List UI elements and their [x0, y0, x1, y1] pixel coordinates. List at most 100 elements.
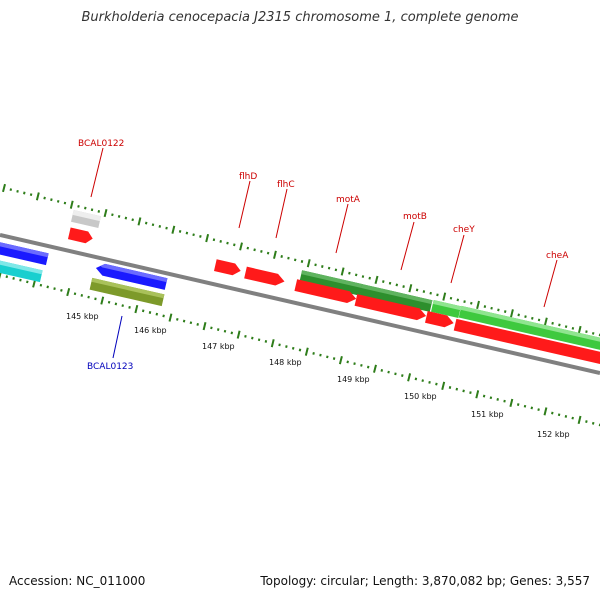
chey-pointer [450, 234, 465, 284]
gene-mota-green[interactable] [299, 270, 363, 296]
ring-tick [435, 382, 438, 386]
ring-tick [131, 218, 134, 222]
ring-tick [421, 379, 424, 383]
ring-tick [407, 373, 412, 382]
ring-tick [387, 370, 390, 374]
ring-tick [87, 295, 90, 299]
ring-tick [137, 217, 142, 226]
gene-red-small[interactable] [67, 227, 94, 244]
ring-tick [470, 301, 473, 305]
ring-tick [107, 300, 111, 304]
ring-tick [509, 398, 514, 407]
gene-bcal0122[interactable] [71, 210, 101, 228]
ring-tick [510, 309, 514, 318]
ring-tick [338, 356, 343, 365]
ring-tick [558, 323, 561, 327]
ring-tick [212, 238, 216, 242]
ring-tick [280, 255, 283, 258]
gene-blue-left[interactable] [0, 240, 49, 266]
gene-chea[interactable] [453, 318, 600, 368]
ring-tick [121, 304, 124, 308]
flhd-pointer [238, 180, 251, 229]
ring-tick [496, 398, 499, 401]
ring-tick [551, 321, 554, 325]
ring-tick [19, 278, 22, 282]
ring-tick [219, 240, 222, 243]
ring-tick [233, 243, 236, 247]
inner-tick-ring [0, 270, 600, 427]
ring-tick [428, 380, 431, 384]
ring-tick [490, 306, 493, 310]
ring-tick [151, 223, 155, 227]
gene-blue-reverse[interactable] [95, 262, 168, 290]
ring-tick [489, 396, 493, 400]
ring-tick [394, 372, 397, 376]
chea-pointer [543, 259, 558, 308]
ring-tick [304, 347, 309, 356]
ring-tick [591, 421, 595, 425]
ring-tick [300, 260, 304, 263]
ring-tick [564, 415, 568, 418]
gene-label-motb: motB [403, 212, 427, 222]
ring-tick [50, 198, 53, 202]
ring-tick [77, 204, 80, 208]
ring-tick [270, 339, 275, 348]
ring-tick [69, 200, 74, 209]
ring-tick [442, 292, 447, 301]
ring-tick [12, 276, 15, 280]
ring-tick [564, 325, 568, 329]
ring-tick [273, 250, 277, 259]
ring-tick [523, 404, 527, 408]
ring-tick [80, 294, 84, 297]
ring-tick [178, 230, 182, 233]
gene-label-mota: motA [336, 195, 361, 205]
ring-tick [537, 318, 541, 322]
ring-tick [168, 313, 173, 322]
ring-tick [182, 319, 186, 323]
ring-tick [56, 199, 60, 203]
ring-tick [100, 296, 105, 305]
ring-tick [39, 283, 43, 287]
gene-chea-green[interactable] [458, 305, 600, 355]
ring-tick [374, 275, 379, 285]
ring-tick [503, 310, 507, 314]
gene-motb-green[interactable] [359, 284, 433, 312]
bcal0122-pointer [90, 147, 104, 198]
ring-tick [429, 291, 432, 295]
gene-label-chea: cheA [546, 251, 569, 261]
ring-tick [26, 280, 29, 284]
ring-tick [408, 284, 413, 293]
ring-tick [321, 265, 324, 268]
flhc-pointer [275, 188, 288, 239]
ring-tick [332, 357, 336, 360]
gene-mota[interactable] [294, 279, 357, 305]
ring-tick [63, 201, 67, 205]
ring-tick [334, 268, 338, 272]
ring-tick [141, 309, 145, 313]
ring-tick [591, 331, 595, 335]
ring-tick [449, 296, 453, 300]
ring-tick [251, 336, 254, 340]
gene-bcal0123[interactable] [89, 277, 165, 307]
gene-flhd[interactable] [213, 259, 242, 277]
ring-tick [46, 285, 49, 289]
ring-tick [246, 246, 250, 250]
gene-chey-green[interactable] [431, 300, 461, 318]
gene-cyan-left[interactable] [0, 257, 43, 283]
ring-tick [327, 266, 331, 270]
gene-motb[interactable] [354, 294, 428, 322]
ring-tick [236, 330, 241, 339]
ring-tick [134, 304, 139, 314]
ring-tick [16, 189, 19, 193]
ring-tick [571, 416, 574, 420]
ring-tick [239, 242, 243, 251]
ring-tick [469, 391, 472, 395]
ring-tick [482, 394, 486, 398]
gene-flhc[interactable] [244, 266, 286, 288]
gene-chey[interactable] [425, 311, 455, 329]
ring-tick [476, 300, 480, 310]
scale-label-149kbp: 149 kbp [337, 375, 370, 384]
ring-tick [585, 420, 588, 424]
ring-tick [462, 389, 465, 393]
ring-tick [73, 292, 77, 296]
